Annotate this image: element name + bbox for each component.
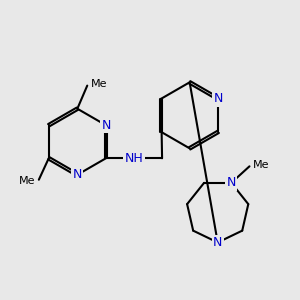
Text: Me: Me	[91, 79, 107, 89]
Text: Me: Me	[19, 176, 35, 186]
Text: N: N	[73, 168, 82, 181]
Text: NH: NH	[124, 152, 143, 165]
Text: N: N	[214, 92, 223, 105]
Text: N: N	[213, 236, 222, 249]
Text: N: N	[226, 176, 236, 189]
Text: N: N	[101, 119, 111, 132]
Text: Me: Me	[253, 160, 269, 170]
